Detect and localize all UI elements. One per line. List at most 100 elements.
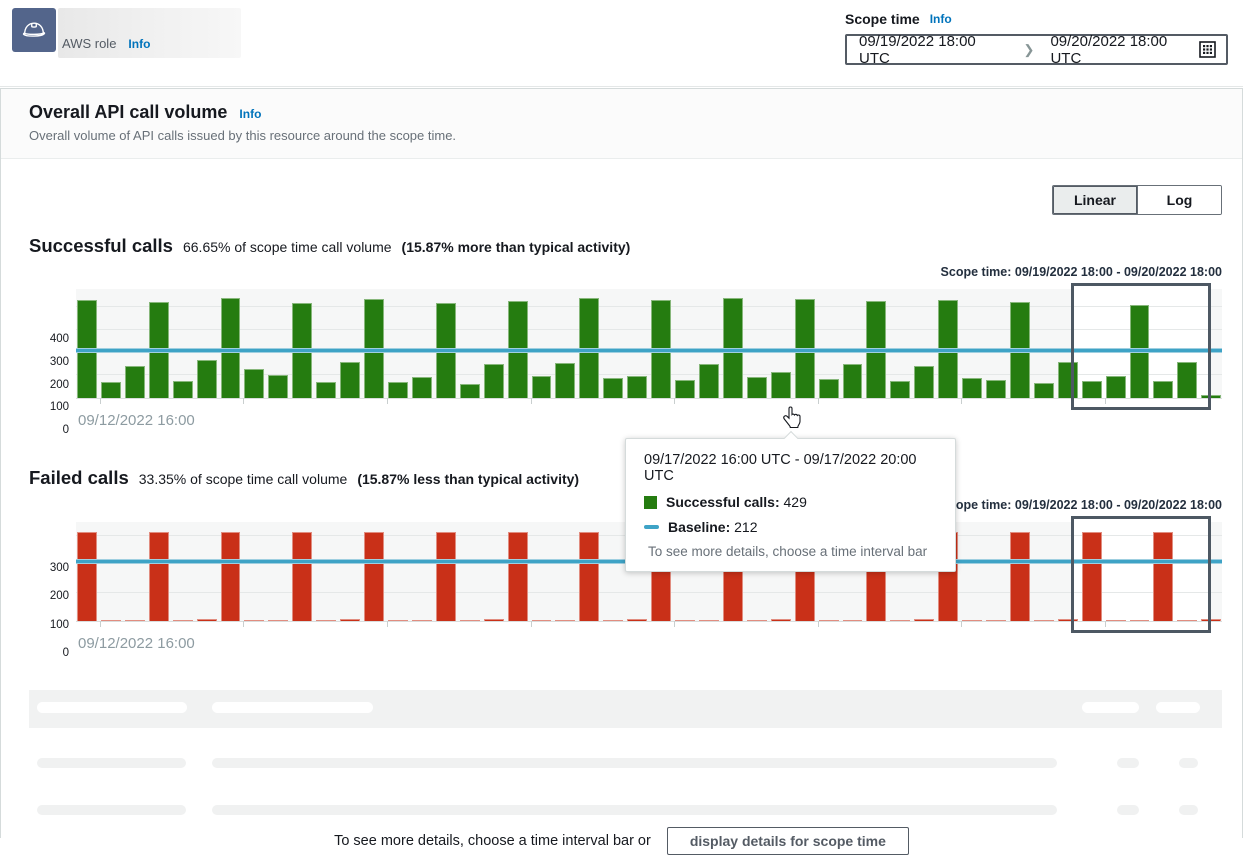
calendar-grid-icon[interactable] bbox=[1199, 41, 1216, 58]
time-interval-bar[interactable] bbox=[842, 620, 863, 621]
linear-scale-button[interactable]: Linear bbox=[1053, 186, 1137, 214]
time-interval-bar[interactable] bbox=[1105, 620, 1126, 621]
time-interval-bar[interactable] bbox=[675, 620, 695, 621]
y-tick-label: 200 bbox=[49, 378, 69, 391]
display-details-for-scope-time-button[interactable]: display details for scope time bbox=[666, 827, 909, 855]
time-interval-bar[interactable] bbox=[459, 620, 480, 621]
time-interval-bar[interactable] bbox=[196, 619, 217, 621]
time-interval-bar[interactable] bbox=[531, 620, 552, 621]
skeleton-pill bbox=[1179, 805, 1198, 815]
chart-title: Failed calls bbox=[29, 467, 129, 488]
time-interval-bar[interactable] bbox=[603, 620, 624, 621]
time-interval-bar[interactable] bbox=[244, 368, 265, 398]
log-scale-button[interactable]: Log bbox=[1137, 186, 1221, 214]
baseline-swatch-icon bbox=[644, 525, 659, 529]
time-interval-bar[interactable] bbox=[459, 383, 480, 398]
time-interval-bar[interactable] bbox=[531, 376, 552, 398]
time-interval-bar[interactable] bbox=[698, 620, 719, 621]
time-interval-bar[interactable] bbox=[986, 380, 1006, 398]
details-cta-text: To see more details, choose a time inter… bbox=[334, 833, 651, 849]
time-interval-bar[interactable] bbox=[507, 531, 528, 621]
time-interval-bar[interactable] bbox=[1201, 394, 1222, 398]
x-tick bbox=[387, 398, 388, 404]
scale-toggle: Linear Log bbox=[1052, 185, 1222, 215]
time-interval-bar[interactable] bbox=[962, 378, 983, 398]
time-interval-bar[interactable] bbox=[244, 620, 265, 621]
time-interval-bar[interactable] bbox=[1129, 620, 1150, 621]
time-interval-bar[interactable] bbox=[100, 382, 121, 398]
time-interval-bar[interactable] bbox=[746, 377, 767, 398]
time-interval-bar[interactable] bbox=[914, 366, 935, 398]
time-interval-bar[interactable] bbox=[914, 619, 935, 621]
scope-time-range-input[interactable]: 09/19/2022 18:00 UTC ❯ 09/20/2022 18:00 … bbox=[845, 33, 1228, 67]
time-interval-bar[interactable] bbox=[890, 620, 911, 621]
time-interval-bar[interactable] bbox=[1081, 531, 1102, 621]
time-interval-bar[interactable] bbox=[172, 620, 193, 621]
x-tick bbox=[243, 621, 244, 627]
time-interval-bar[interactable] bbox=[411, 377, 432, 398]
time-interval-bar[interactable] bbox=[770, 619, 791, 621]
time-interval-bar[interactable] bbox=[435, 531, 456, 621]
bars-container bbox=[77, 289, 1222, 398]
overall-api-call-volume-panel: Overall API call volume Info Overall vol… bbox=[0, 88, 1243, 855]
aws-role-info-link[interactable]: Info bbox=[128, 36, 151, 51]
time-interval-bar[interactable] bbox=[698, 363, 719, 398]
time-interval-bar[interactable] bbox=[603, 378, 624, 398]
time-interval-bar[interactable] bbox=[387, 620, 408, 621]
time-interval-bar[interactable] bbox=[1105, 376, 1126, 398]
scope-time-info-link[interactable]: Info bbox=[929, 12, 952, 26]
time-interval-bar[interactable] bbox=[483, 619, 504, 621]
time-interval-bar[interactable] bbox=[770, 372, 791, 398]
time-interval-bar[interactable] bbox=[579, 531, 600, 621]
time-interval-bar[interactable] bbox=[1153, 380, 1174, 398]
time-interval-bar[interactable] bbox=[818, 620, 839, 621]
baseline-line bbox=[76, 347, 1222, 353]
skeleton-pill bbox=[1117, 758, 1139, 768]
time-interval-bar[interactable] bbox=[124, 620, 145, 621]
time-interval-bar[interactable] bbox=[1081, 381, 1102, 398]
time-interval-bar[interactable] bbox=[411, 620, 432, 621]
time-interval-bar[interactable] bbox=[722, 297, 743, 398]
time-interval-bar[interactable] bbox=[364, 531, 384, 621]
time-interval-bar[interactable] bbox=[340, 619, 361, 621]
time-interval-bar[interactable] bbox=[627, 619, 648, 621]
time-interval-bar[interactable] bbox=[100, 620, 121, 621]
time-interval-bar[interactable] bbox=[268, 620, 289, 621]
time-interval-bar[interactable] bbox=[172, 380, 193, 398]
time-interval-bar[interactable] bbox=[483, 363, 504, 398]
time-interval-bar[interactable] bbox=[1009, 531, 1030, 621]
time-interval-bar[interactable] bbox=[316, 381, 337, 398]
time-interval-bar[interactable] bbox=[196, 360, 217, 398]
time-interval-bar[interactable] bbox=[124, 365, 145, 398]
time-interval-bar[interactable] bbox=[986, 620, 1006, 621]
time-interval-bar[interactable] bbox=[1057, 619, 1078, 621]
time-interval-bar[interactable] bbox=[818, 378, 839, 398]
y-axis: 0 100 200 300 400 bbox=[29, 289, 69, 436]
time-interval-bar[interactable] bbox=[77, 531, 97, 621]
time-interval-bar[interactable] bbox=[268, 375, 289, 398]
time-interval-bar[interactable] bbox=[842, 364, 863, 398]
time-interval-bar[interactable] bbox=[962, 620, 983, 621]
time-interval-bar[interactable] bbox=[148, 531, 169, 621]
time-interval-bar[interactable] bbox=[1033, 620, 1054, 621]
x-tick bbox=[1105, 621, 1106, 627]
time-interval-bar[interactable] bbox=[1033, 383, 1054, 398]
chevron-right-icon: ❯ bbox=[1023, 41, 1035, 57]
time-interval-bar[interactable] bbox=[387, 382, 408, 398]
time-interval-bar[interactable] bbox=[746, 620, 767, 621]
time-interval-bar[interactable] bbox=[316, 620, 337, 621]
time-interval-bar[interactable] bbox=[340, 362, 361, 398]
time-interval-bar[interactable] bbox=[675, 379, 695, 398]
time-interval-bar[interactable] bbox=[555, 363, 576, 398]
time-interval-bar[interactable] bbox=[627, 376, 648, 398]
time-interval-bar[interactable] bbox=[292, 531, 313, 621]
aws-role-icon bbox=[12, 8, 56, 52]
time-interval-bar[interactable] bbox=[890, 380, 911, 398]
time-interval-bar[interactable] bbox=[220, 531, 241, 621]
time-interval-bar[interactable] bbox=[1153, 531, 1174, 621]
time-interval-bar[interactable] bbox=[1201, 619, 1222, 621]
time-interval-bar[interactable] bbox=[1177, 620, 1198, 621]
time-interval-bar[interactable] bbox=[1177, 361, 1198, 398]
time-interval-bar[interactable] bbox=[555, 620, 576, 621]
panel-info-link[interactable]: Info bbox=[239, 107, 262, 121]
